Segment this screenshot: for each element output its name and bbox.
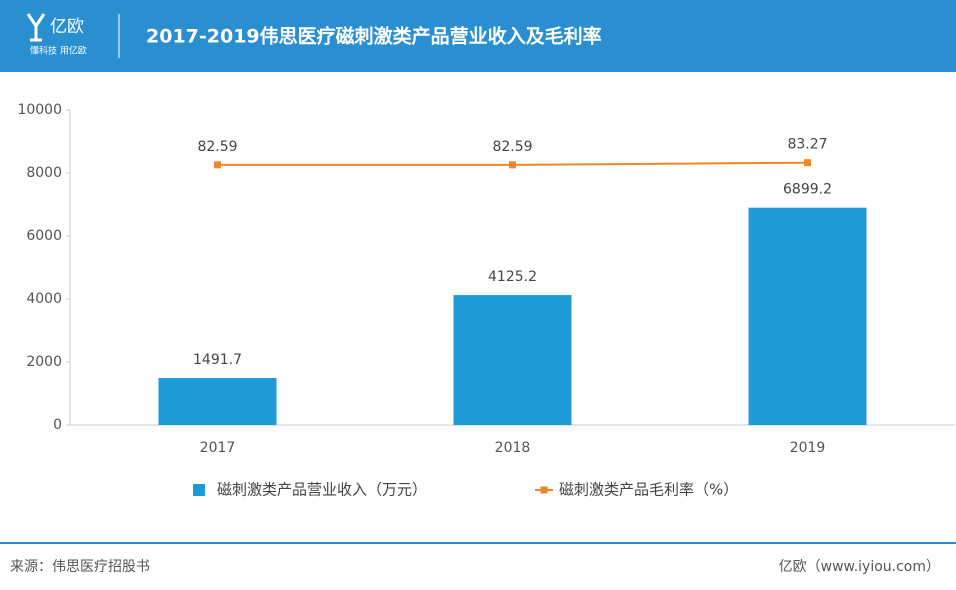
bar [748, 207, 867, 425]
line-marker [509, 161, 516, 169]
value-label: 83.27 [787, 137, 827, 153]
footer-source: 来源：伟思医疗招股书 [10, 559, 150, 575]
value-label: 6899.2 [783, 182, 832, 198]
value-label: 82.59 [492, 139, 532, 155]
y-tick-label: 4000 [26, 291, 62, 307]
x-tick-label: 2017 [200, 440, 236, 456]
chart-title: 2017-2019伟思医疗磁刺激类产品营业收入及毛利率 [146, 25, 602, 48]
legend-swatch [540, 486, 548, 494]
value-label: 82.59 [197, 139, 237, 155]
x-tick-label: 2018 [495, 440, 531, 456]
logo-text: 亿欧 [50, 17, 84, 37]
legend-swatch [193, 484, 205, 496]
logo-icon [26, 13, 46, 42]
x-tick-label: 2019 [790, 440, 826, 456]
logo-slogan: 懂科技 用亿欧 [30, 45, 87, 57]
y-tick-label: 6000 [26, 228, 62, 244]
legend-label: 磁刺激类产品毛利率（%） [559, 481, 738, 499]
footer-credit: 亿欧（www.iyiou.com） [779, 559, 940, 575]
header-band [0, 0, 956, 72]
y-tick-label: 10000 [17, 102, 62, 118]
bar [453, 295, 572, 425]
bar [158, 378, 277, 425]
y-tick-label: 8000 [26, 165, 62, 181]
value-label: 4125.2 [488, 269, 537, 285]
line-marker [214, 161, 221, 169]
value-label: 1491.7 [193, 352, 242, 368]
y-tick-label: 0 [53, 417, 62, 433]
y-tick-label: 2000 [26, 354, 62, 370]
line-marker [804, 159, 811, 167]
legend-label: 磁刺激类产品营业收入（万元） [217, 481, 427, 499]
